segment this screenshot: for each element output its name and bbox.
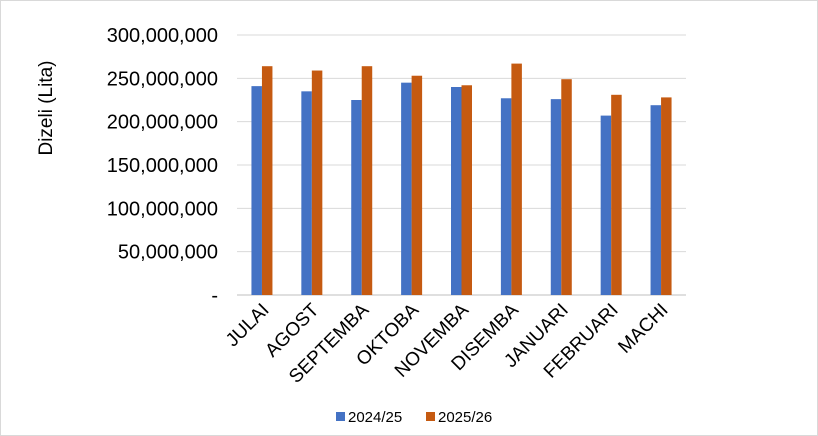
bar-2024-25-disemba <box>500 98 512 296</box>
bar-2025-26-februari <box>611 94 622 295</box>
y-tick-label: 100,000,000 <box>107 198 218 220</box>
y-tick-label: 150,000,000 <box>107 155 218 177</box>
bar-2024-25-januari <box>550 99 562 295</box>
bar-2025-26-disemba <box>511 63 522 295</box>
bar-2024-25-julai <box>251 86 262 295</box>
bar-2025-26-oktoba <box>411 75 423 295</box>
x-axis-categories: JULAIAGOSTSEPTEMBAOKTOBANOVEMBADISEMBAJA… <box>222 299 673 387</box>
y-tick-label: 50,000,000 <box>118 242 218 264</box>
bar-2025-26-novemba <box>461 85 472 296</box>
legend-label: 2024/25 <box>348 409 402 426</box>
bars <box>251 63 672 296</box>
bar-2024-25-oktoba <box>401 82 412 296</box>
bar-2025-26-julai <box>261 66 273 295</box>
bar-2025-26-agost <box>311 70 323 296</box>
y-tick-label: 300,000,000 <box>107 25 218 47</box>
legend-swatch <box>426 412 435 421</box>
x-category-label: MACHI <box>614 300 672 358</box>
bar-2024-25-septemba <box>351 100 362 295</box>
legend-label: 2025/26 <box>438 409 492 426</box>
legend-swatch <box>336 412 345 421</box>
legend: 2024/25 2025/26 <box>336 409 492 426</box>
bar-2025-26-machi <box>661 97 672 296</box>
y-tick-label: 250,000,000 <box>107 68 218 90</box>
y-tick-label: 200,000,000 <box>107 112 218 134</box>
y-tick-label: - <box>211 285 218 307</box>
y-axis-ticks: - 50,000,000 100,000,000 150,000,000 200,000… <box>107 25 218 307</box>
bar-2025-26-januari <box>561 79 572 295</box>
bar-2024-25-novemba <box>451 87 462 295</box>
bar-2024-25-agost <box>301 91 312 295</box>
bar-2025-26-septemba <box>361 66 373 295</box>
bar-2024-25-februari <box>600 115 612 295</box>
y-axis-label: Dizeli (Lita) <box>36 60 57 155</box>
bar-2024-25-machi <box>650 105 662 295</box>
